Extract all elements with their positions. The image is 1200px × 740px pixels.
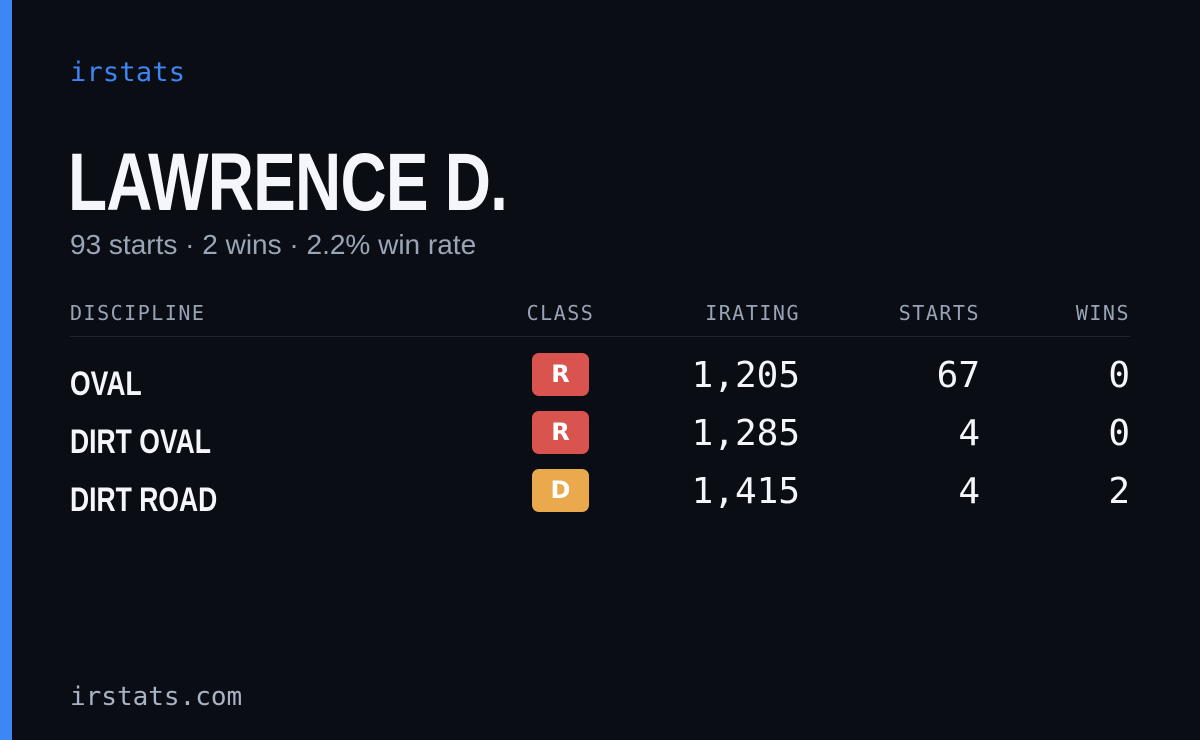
starts-value: 67 — [936, 355, 980, 396]
accent-bar — [0, 0, 12, 740]
stats-table: DISCIPLINE CLASS IRATING STARTS WINS OVA… — [70, 298, 1130, 527]
driver-name: LAWRENCE D. — [68, 137, 508, 228]
license-class-badge: D — [532, 469, 589, 512]
discipline-name: OVAL — [70, 365, 142, 403]
table-header: DISCIPLINE CLASS IRATING STARTS WINS — [70, 298, 1130, 337]
header-starts: STARTS — [898, 301, 980, 325]
starts-value: 4 — [958, 413, 980, 454]
class-cell: R — [532, 353, 589, 396]
license-class-badge: R — [532, 411, 589, 454]
wins-value: 0 — [1108, 355, 1130, 396]
table-row: DIRT OVAL R 1,285 4 0 — [70, 411, 1130, 469]
header-irating: IRATING — [705, 301, 800, 325]
brand-logo: irstats — [70, 57, 186, 88]
irating-value: 1,415 — [691, 471, 800, 512]
irating-value: 1,285 — [691, 413, 800, 454]
starts-value: 4 — [958, 471, 980, 512]
discipline-name: DIRT OVAL — [70, 423, 211, 461]
table-row: OVAL R 1,205 67 0 — [70, 353, 1130, 411]
header-discipline: DISCIPLINE — [70, 301, 206, 325]
wins-value: 2 — [1108, 471, 1130, 512]
header-class: CLASS — [526, 301, 595, 325]
table-body: OVAL R 1,205 67 0 DIRT OVAL R 1,285 4 0 … — [70, 353, 1130, 527]
driver-summary: 93 starts · 2 wins · 2.2% win rate — [70, 229, 477, 260]
discipline-name: DIRT ROAD — [70, 481, 218, 519]
header-wins: WINS — [1075, 301, 1130, 325]
footer-url: irstats.com — [70, 682, 243, 712]
class-cell: D — [532, 469, 589, 512]
wins-value: 0 — [1108, 413, 1130, 454]
irating-value: 1,205 — [691, 355, 800, 396]
license-class-badge: R — [532, 353, 589, 396]
class-cell: R — [532, 411, 589, 454]
table-row: DIRT ROAD D 1,415 4 2 — [70, 469, 1130, 527]
